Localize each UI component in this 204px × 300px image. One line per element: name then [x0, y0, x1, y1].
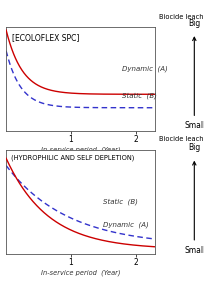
Text: Dynamic  (A): Dynamic (A): [103, 221, 149, 228]
Text: Biocide leaching volume: Biocide leaching volume: [159, 136, 204, 142]
Text: Biocide leaching volume: Biocide leaching volume: [159, 14, 204, 20]
X-axis label: In-service period  (Year): In-service period (Year): [41, 146, 120, 153]
Text: (HYDROPHILIC AND SELF DEPLETION): (HYDROPHILIC AND SELF DEPLETION): [11, 154, 134, 161]
Text: Small: Small: [184, 122, 204, 130]
Text: Dynamic  (A): Dynamic (A): [122, 65, 168, 72]
X-axis label: In-service period  (Year): In-service period (Year): [41, 269, 120, 276]
Text: Big: Big: [189, 20, 201, 28]
Text: [ECOLOFLEX SPC]: [ECOLOFLEX SPC]: [12, 33, 79, 42]
Text: Static  (B): Static (B): [103, 198, 138, 205]
Text: Big: Big: [189, 142, 201, 152]
Text: Small: Small: [184, 246, 204, 255]
Text: Static  (B): Static (B): [122, 92, 157, 99]
